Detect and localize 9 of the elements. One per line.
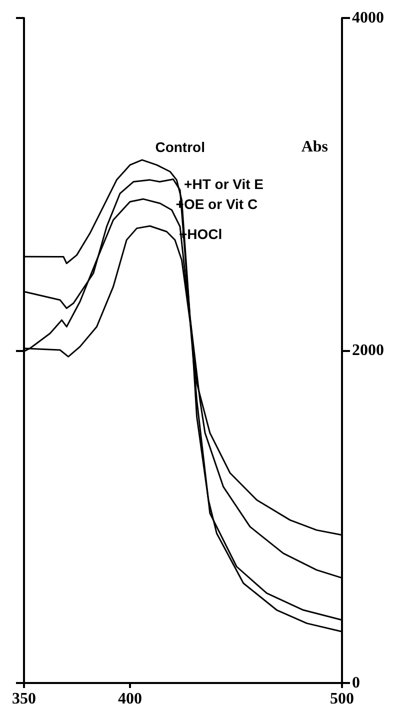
x-tick-label: 500 bbox=[330, 690, 354, 708]
y-axis-title: Abs bbox=[301, 138, 328, 156]
series-label: +HT or Vit E bbox=[184, 176, 264, 192]
y-tick-label: 4000 bbox=[352, 10, 384, 26]
series-label: Control bbox=[155, 138, 205, 155]
x-tick-label: 350 bbox=[12, 690, 36, 708]
y-tick-label: 2000 bbox=[352, 342, 384, 359]
x-tick-label: 400 bbox=[118, 690, 142, 708]
y-tick-label: 0 bbox=[352, 674, 360, 692]
